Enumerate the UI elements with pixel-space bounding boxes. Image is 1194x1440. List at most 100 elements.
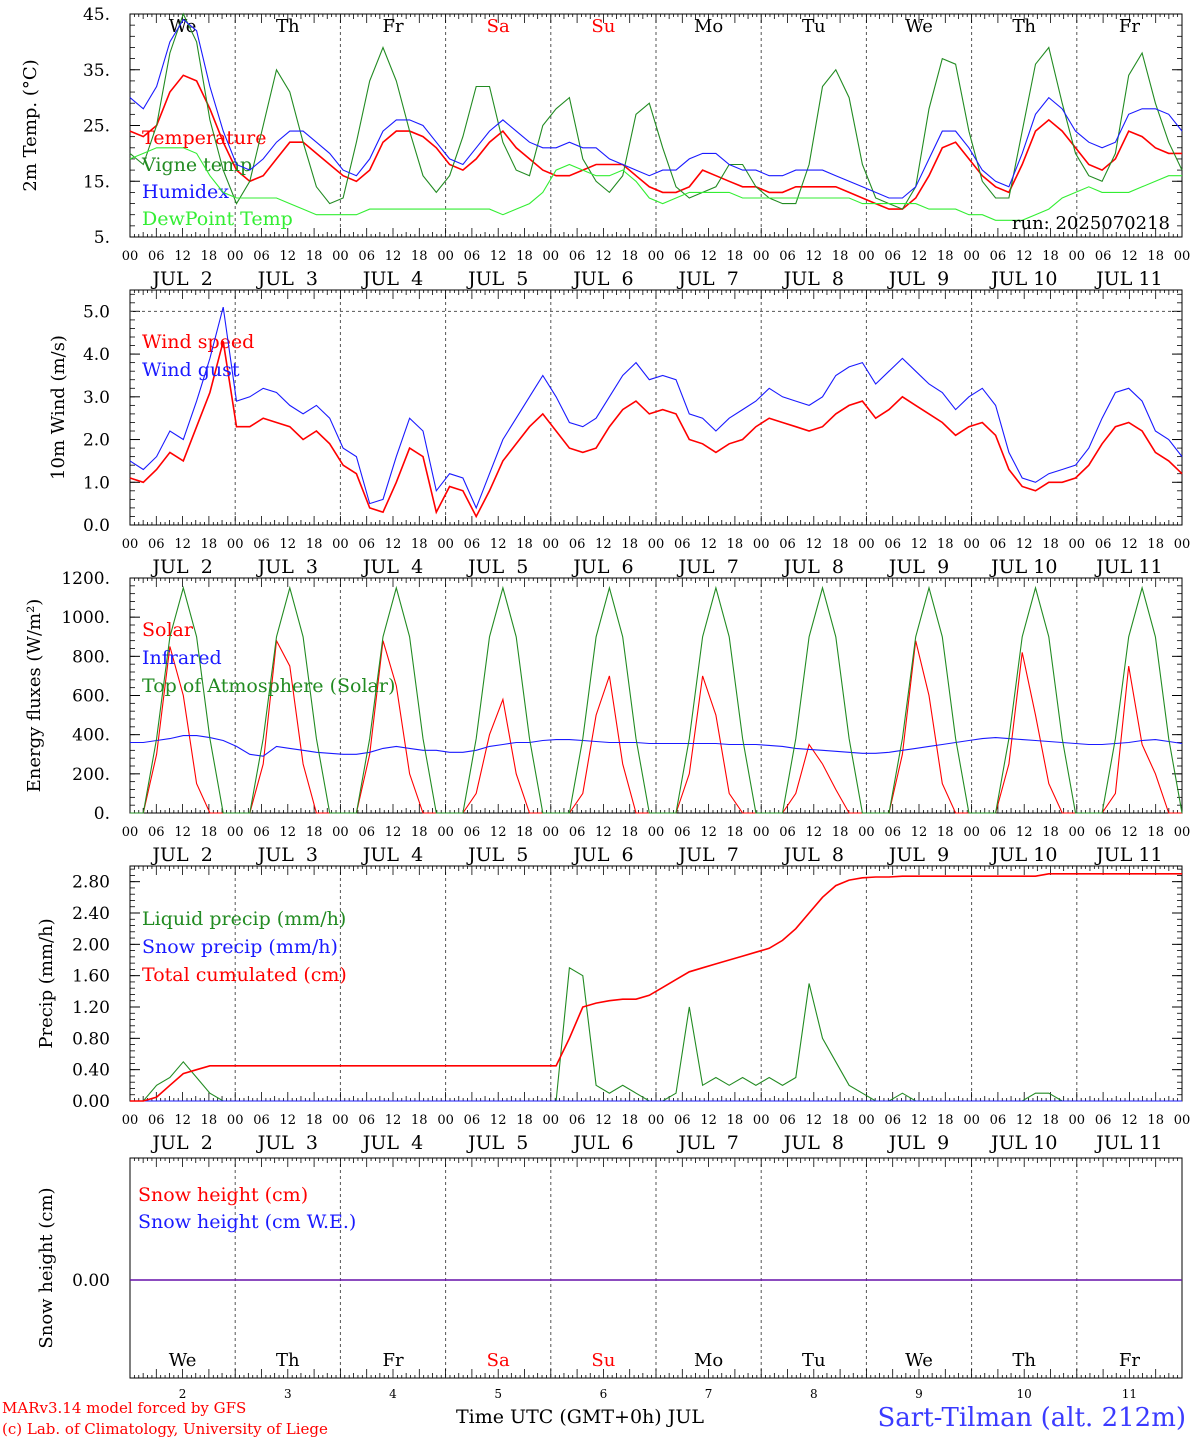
x-hour-label: 18: [727, 537, 744, 552]
top-day-label: Fr: [1119, 16, 1140, 37]
x-hour-label: 06: [569, 1113, 586, 1128]
x-hour-label: 00: [648, 537, 665, 552]
x-hour-label: 06: [1095, 1113, 1112, 1128]
x-hour-label: 06: [253, 537, 270, 552]
series-line-solar: [130, 638, 1182, 814]
x-hour-label: 06: [148, 537, 165, 552]
x-hour-label: 00: [1174, 537, 1191, 552]
panel-1: 5. 15. 25. 35. 45. 2m Temp. (°C) We Th Fr Sa Su Mo T…: [20, 5, 1190, 290]
x-day-label: JUL 4: [361, 844, 423, 866]
series-line-wind-gust: [129, 306, 1183, 510]
x-hour-label: 00: [858, 537, 875, 552]
legend-entry: Wind gust: [142, 359, 240, 381]
x-hour-label: 18: [306, 825, 323, 840]
bottom-date-label: 11: [1122, 1387, 1137, 1401]
x-hour-label: 00: [543, 825, 560, 840]
x-hour-label: 06: [884, 1113, 901, 1128]
x-hour-label: 00: [753, 1113, 770, 1128]
y-tick-label: 0.: [94, 804, 110, 824]
x-hour-label: 12: [174, 1113, 191, 1128]
x-hour-label: 12: [700, 537, 717, 552]
x-day-label: JUL 4: [361, 1132, 423, 1154]
x-hour-label: 12: [595, 825, 612, 840]
x-day-label: JUL 5: [466, 1132, 528, 1154]
legend-entry: Liquid precip (mm/h): [142, 908, 346, 930]
series-line-dewpoint-temp: [129, 147, 1182, 221]
panel-2: 0.0 1.0 2.0 3.0 4.0 5.0 10m Wind (m/s) 00 06 12 18…: [48, 289, 1191, 578]
x-day-label: JUL 2: [150, 556, 212, 578]
x-hour-label: 12: [490, 249, 507, 264]
x-hour-label: 00: [332, 1113, 349, 1128]
y-tick-label: 5.0: [83, 302, 110, 322]
x-hour-label: 12: [1121, 1113, 1138, 1128]
y-tick-label: 800.: [72, 647, 110, 667]
x-hour-label: 12: [280, 537, 297, 552]
x-hour-label: 12: [385, 1113, 402, 1128]
x-day-label: JUL 11: [1094, 268, 1162, 290]
x-hour-label: 12: [280, 825, 297, 840]
top-day-label: Th: [276, 16, 300, 37]
x-hour-label: 12: [1121, 825, 1138, 840]
x-hour-label: 12: [490, 825, 507, 840]
x-hour-label: 00: [227, 825, 244, 840]
y-tick-label: 1200.: [61, 569, 110, 589]
x-day-label: JUL 10: [989, 556, 1057, 578]
run-annotation: run: 2025070218: [1012, 213, 1170, 234]
bottom-date-label: 5: [494, 1387, 502, 1401]
panel-5: 0.00 Snow height (cm) We Th Fr Sa Su Mo Tu We Th Fr…: [36, 1157, 1183, 1401]
x-day-label: JUL 2: [150, 844, 212, 866]
x-hour-label: 12: [700, 249, 717, 264]
y-tick-label: 0.0: [83, 516, 110, 536]
series-line-temperature: [129, 74, 1182, 210]
bottom-date-label: 4: [389, 1387, 397, 1401]
x-day-label: JUL 5: [466, 844, 528, 866]
x-hour-label: 18: [516, 1113, 533, 1128]
x-hour-label: 06: [148, 825, 165, 840]
x-hour-label: 12: [1016, 249, 1033, 264]
x-hour-label: 00: [122, 1113, 139, 1128]
x-day-label: JUL 6: [571, 556, 633, 578]
x-hour-label: 12: [174, 537, 191, 552]
x-hour-label: 06: [884, 825, 901, 840]
x-hour-label: 18: [621, 249, 638, 264]
x-hour-label: 18: [411, 825, 428, 840]
panel-3: 0. 200. 400. 600. 800. 1000. 1200. Energy fluxe…: [24, 569, 1190, 866]
legend-entry: DewPoint Temp: [142, 208, 293, 230]
legend-entry: Infrared: [142, 647, 222, 669]
x-hour-label: 12: [1121, 537, 1138, 552]
x-hour-label: 00: [332, 825, 349, 840]
x-hour-label: 12: [280, 249, 297, 264]
x-day-label: JUL 10: [989, 1132, 1057, 1154]
x-hour-label: 00: [858, 249, 875, 264]
x-hour-label: 06: [358, 537, 375, 552]
x-hour-label: 00: [227, 537, 244, 552]
x-hour-label: 18: [201, 249, 218, 264]
x-hour-label: 06: [779, 537, 796, 552]
x-hour-label: 18: [727, 1113, 744, 1128]
x-hour-label: 00: [963, 537, 980, 552]
x-hour-label: 12: [911, 537, 928, 552]
top-day-label: Fr: [382, 16, 403, 37]
x-day-label: JUL 5: [466, 556, 528, 578]
x-hour-label: 00: [1174, 249, 1191, 264]
bottom-day-label: Fr: [382, 1350, 403, 1371]
x-hour-label: 06: [1095, 825, 1112, 840]
x-hour-label: 06: [464, 1113, 481, 1128]
legend-entry: Snow height (cm W.E.): [138, 1211, 356, 1233]
top-day-label: Mo: [694, 16, 723, 37]
legend-entry: Total cumulated (cm): [142, 964, 347, 986]
y-tick-label: 35.: [83, 61, 110, 81]
x-hour-label: 18: [1042, 537, 1059, 552]
y-axis-title: Snow height (cm): [36, 1187, 57, 1348]
x-hour-label: 18: [516, 825, 533, 840]
x-hour-label: 18: [832, 537, 849, 552]
x-hour-label: 06: [1095, 537, 1112, 552]
x-hour-label: 06: [253, 249, 270, 264]
x-hour-label: 00: [437, 1113, 454, 1128]
y-tick-label: 0.80: [72, 1029, 110, 1049]
station-label: Sart-Tilman (alt. 212m): [877, 1403, 1186, 1433]
x-hour-label: 18: [411, 249, 428, 264]
x-hour-label: 00: [858, 1113, 875, 1128]
x-hour-label: 06: [884, 537, 901, 552]
